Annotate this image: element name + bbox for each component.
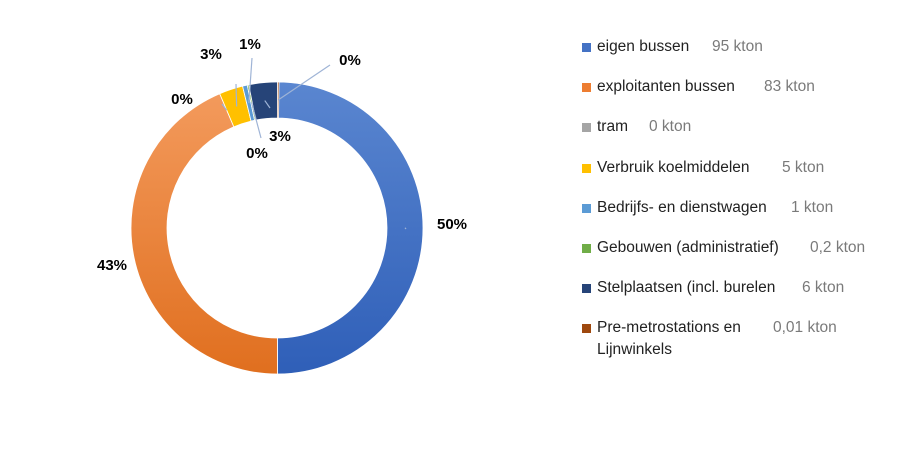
legend-swatch [582, 163, 591, 173]
legend-swatch [582, 324, 591, 334]
legend-value: 1 kton [791, 198, 834, 216]
legend-label: Gebouwen (administratief) [597, 238, 779, 256]
legend-item: Gebouwen (administratief) 0,2 kton [582, 237, 892, 277]
leader-line [235, 83, 238, 107]
leader-line [264, 100, 271, 109]
percent-label: 1% [239, 36, 261, 53]
legend-label: eigen bussen [597, 38, 690, 55]
legend-item: Verbruik koelmiddelen 5 kton [582, 157, 892, 197]
legend-item: eigen bussen 95 kton [582, 36, 892, 76]
leader-line [221, 103, 228, 111]
percent-label: 3% [200, 46, 222, 63]
legend-label: Pre-metrostations en Lijnwinkels [597, 319, 741, 359]
legend-label: Verbruik koelmiddelen [597, 158, 750, 176]
leader-line [248, 57, 253, 104]
legend-swatch [582, 123, 591, 133]
legend-label: Bedrijfs- en dienstwagen [597, 198, 767, 216]
percent-label: 0% [171, 91, 193, 108]
percent-label: 50% [437, 216, 467, 233]
percent-label: 0% [339, 52, 361, 69]
legend-value: 5 kton [782, 158, 825, 176]
legend-item: exploitanten bussen 83 kton [582, 76, 892, 116]
legend-item: tram 0 kton [582, 116, 892, 156]
legend: eigen bussen 95 kton exploitanten bussen… [582, 36, 892, 358]
legend-item: Bedrijfs- en dienstwagen 1 kton [582, 197, 892, 237]
legend-value: 0,2 kton [810, 238, 866, 256]
legend-swatch [582, 243, 591, 253]
legend-value: 83 kton [764, 78, 815, 96]
percent-label: 3% [269, 128, 291, 145]
percent-label: 43% [97, 257, 127, 274]
legend-swatch [582, 203, 591, 213]
legend-item: Stelplaatsen (incl. burelen 6 kton [582, 277, 892, 317]
percent-label: 0% [246, 145, 268, 162]
legend-value: 0,01 kton [773, 319, 837, 337]
legend-swatch [582, 83, 591, 93]
legend-value: 95 kton [712, 38, 763, 55]
leader-line [404, 227, 407, 230]
donut-slice [130, 93, 278, 375]
leader-line [251, 102, 262, 139]
legend-swatch [582, 43, 591, 52]
legend-value: 0 kton [649, 118, 692, 136]
donut-slice [276, 81, 424, 375]
legend-item: Pre-metrostations en Lijnwinkels 0,01 kt… [582, 317, 892, 358]
leader-line [277, 64, 331, 101]
legend-swatch [582, 284, 591, 294]
legend-value: 6 kton [802, 279, 845, 297]
legend-label: exploitanten bussen [597, 78, 735, 96]
legend-label: tram [597, 118, 628, 136]
legend-label: Stelplaatsen (incl. burelen [597, 279, 776, 297]
donut-chart: 50%43%0%3%1%0%3%0% [97, 36, 467, 375]
